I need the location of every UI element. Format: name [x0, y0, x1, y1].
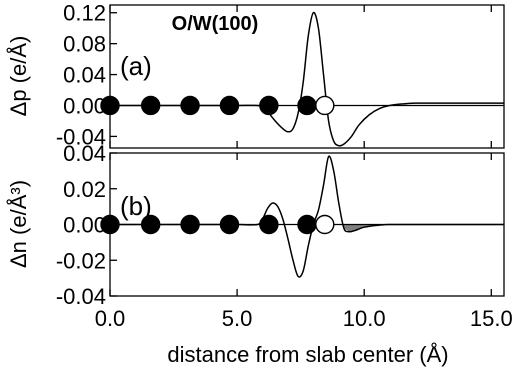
tungsten-atom-marker	[140, 95, 161, 116]
panel-b-curve	[110, 155, 504, 278]
panel-a-ytick-label: 0.08	[63, 32, 106, 57]
panel-b-label: (b)	[120, 191, 152, 221]
tungsten-atom-marker	[140, 214, 161, 235]
panel-a-curve	[110, 11, 504, 147]
tungsten-atom-marker	[297, 95, 317, 116]
panel-a-y-axis-label: Δp (e/Å)	[6, 36, 31, 117]
tungsten-atom-marker	[180, 214, 200, 235]
panel-b-ytick-label: -0.04	[56, 284, 106, 309]
tungsten-atom-marker	[297, 214, 317, 235]
panel-a-ytick-label: 0.04	[63, 63, 106, 88]
panel-a-atoms	[100, 95, 335, 116]
panel-a-frame	[109, 4, 505, 149]
x-tick-label: 0.0	[95, 306, 126, 331]
tungsten-atom-marker	[259, 95, 279, 116]
tungsten-atom-marker	[219, 95, 240, 116]
chart-title: O/W(100)	[172, 13, 259, 35]
oxygen-atom-marker	[315, 214, 335, 235]
panel-a-ytick-label: -0.04	[56, 124, 106, 149]
panel-b-atoms	[100, 214, 335, 235]
tungsten-atom-marker	[219, 214, 240, 235]
tungsten-atom-marker	[259, 214, 279, 235]
panel-a-label: (a)	[120, 51, 152, 81]
panel-b-y-axis-label: Δn (e/Å³)	[6, 180, 31, 268]
panel-a-ytick-label: 0.12	[63, 1, 106, 26]
panel-b-ytick-label: -0.02	[56, 248, 106, 273]
panel-a: -0.04 0.00 0.04 0.08 0.12 O/W(100) (a) Δp (e…	[6, 1, 505, 149]
panel-b-ticks: -0.04 -0.02 0.00 0.02 0.04 0.0 5.0 10.0 15.0	[56, 141, 513, 331]
panel-b-ytick-label: 0.02	[63, 177, 106, 202]
panel-b-ytick-label: 0.04	[63, 141, 106, 166]
x-axis-label: distance from slab center (Å)	[167, 342, 448, 367]
panel-b: -0.04 -0.02 0.00 0.02 0.04 0.0 5.0 10.0 15.0 (b)…	[6, 141, 513, 367]
tungsten-atom-marker	[100, 95, 120, 116]
tungsten-atom-marker	[180, 95, 200, 116]
panel-a-ticks: -0.04 0.00 0.04 0.08 0.12	[56, 1, 492, 149]
tungsten-atom-marker	[100, 214, 120, 235]
x-tick-label: 15.0	[470, 306, 513, 331]
x-tick-label: 5.0	[222, 306, 253, 331]
panel-b-ytick-label: 0.00	[63, 213, 106, 238]
oxygen-atom-marker	[315, 95, 335, 116]
x-tick-label: 10.0	[343, 306, 386, 331]
panel-a-ytick-label: 0.00	[63, 93, 106, 118]
